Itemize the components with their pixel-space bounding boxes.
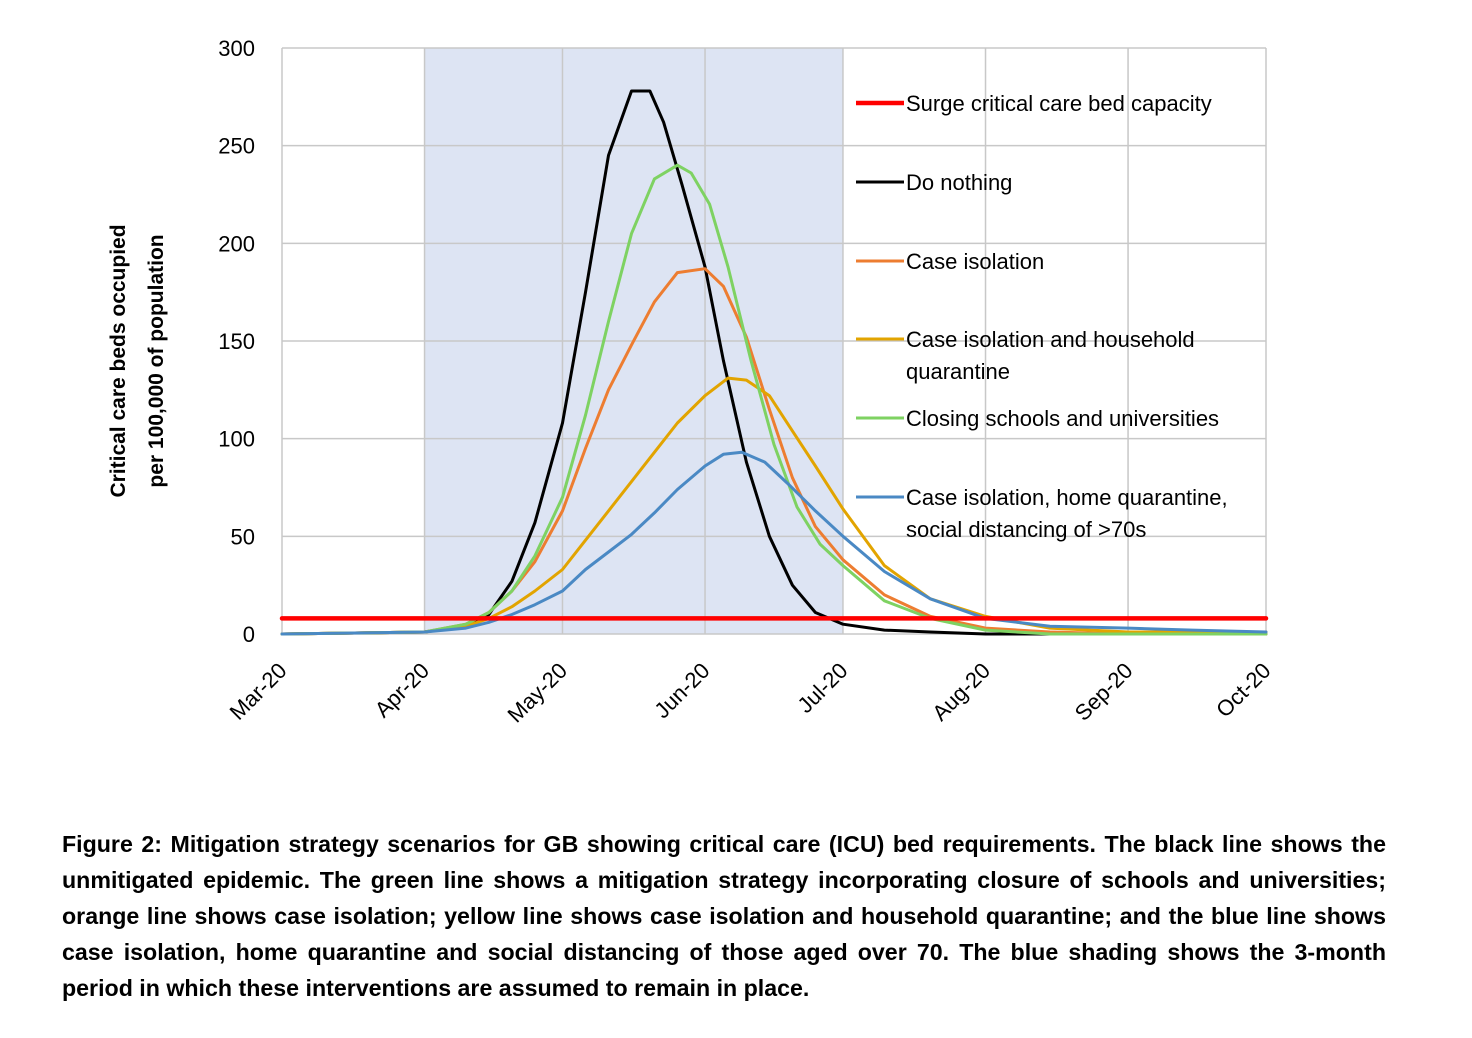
y-tick-label: 150	[218, 329, 255, 354]
series-line	[280, 450, 1268, 636]
y-tick-label: 0	[243, 622, 255, 647]
legend-label-line: social distancing of >70s	[906, 517, 1146, 542]
legend-label-line: Do nothing	[906, 170, 1012, 195]
legend-label-line: Case isolation and household	[906, 327, 1195, 352]
y-axis-title-line: per 100,000 of population	[145, 234, 168, 487]
y-axis-title-line: Critical care beds occupied	[107, 224, 130, 497]
x-tick-label: Apr-20	[370, 658, 434, 722]
legend-label: Case isolation and household quarantine	[906, 327, 1195, 384]
legend-label: Closing schools and universities	[906, 406, 1219, 431]
series-line	[280, 89, 1268, 636]
x-tick-label: Aug-20	[927, 658, 995, 726]
y-axis-title: Critical care beds occupied per 100,000 o…	[107, 224, 168, 497]
legend-label: Surge critical care bed capacity	[906, 91, 1212, 116]
legend-label-line: quarantine	[906, 359, 1010, 384]
legend-label-line: Case isolation, home quarantine,	[906, 485, 1228, 510]
x-tick-label: Jun-20	[649, 658, 714, 723]
series-line	[280, 163, 1268, 636]
y-tick-label: 300	[218, 36, 255, 61]
x-tick-label: Mar-20	[225, 658, 292, 725]
x-tick-label: Sep-20	[1070, 658, 1138, 726]
x-tick-label: Jul-20	[792, 658, 852, 718]
legend-label: Do nothing	[906, 170, 1012, 195]
y-tick-label: 200	[218, 231, 255, 256]
legend-label: Case isolation	[906, 249, 1044, 274]
legend-label-line: Closing schools and universities	[906, 406, 1219, 431]
x-tick-label: May-20	[502, 658, 572, 728]
legend-label-line: Surge critical care bed capacity	[906, 91, 1212, 116]
y-tick-label: 50	[231, 524, 255, 549]
chart: 0 50 100 150 200 250 300 Mar-20 Apr-20 May-20 Jun-…	[107, 36, 1276, 728]
legend-label-line: Case isolation	[906, 249, 1044, 274]
figure-caption: Figure 2: Mitigation strategy scenarios …	[62, 831, 1386, 1001]
x-tick-label: Oct-20	[1211, 658, 1275, 722]
y-tick-label: 100	[218, 427, 255, 452]
y-tick-label: 250	[218, 134, 255, 159]
legend-label: Case isolation, home quarantine, social d…	[906, 485, 1228, 542]
